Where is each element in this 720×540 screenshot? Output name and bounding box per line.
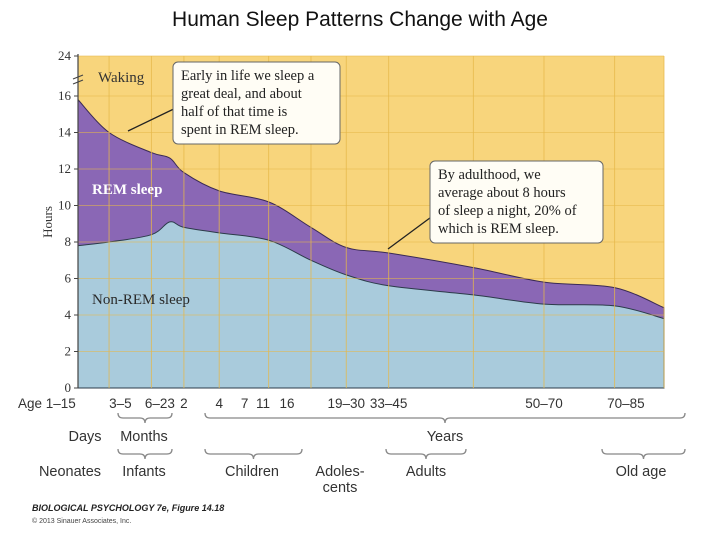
callout-line: of sleep a night, 20% of [438,203,577,219]
x-tick-label: 7 [241,396,249,411]
y-tick-label: 12 [58,161,71,176]
x-group-label: Infants [122,464,166,480]
x-tick-label: 70–85 [607,396,645,411]
x-tick-label: 33–45 [370,396,408,411]
x-unit-label: Days [68,429,101,445]
x-tick-label: 19–30 [328,396,366,411]
y-tick-label: 4 [65,307,72,322]
callout-line: great deal, and about [181,86,302,102]
x-group-label: Old age [616,464,667,480]
x-group-label: Neonates [39,464,101,480]
x-group-label: cents [323,480,358,496]
callout-line: spent in REM sleep. [181,122,299,138]
callout-box [429,160,604,244]
y-tick-label: 16 [58,88,72,103]
y-tick-label: 14 [58,125,72,140]
y-tick-label: 8 [65,234,72,249]
credit-line-1: BIOLOGICAL PSYCHOLOGY 7e, Figure 14.18 [32,503,224,513]
x-tick-label: 4 [215,396,223,411]
x-group-label: Children [225,464,279,480]
callout-line: Early in life we sleep a [181,68,315,84]
x-unit-label: Years [427,429,464,445]
y-tick-label: 10 [58,198,71,213]
x-tick-label: 11 [256,396,270,411]
y-tick-label: 0 [65,380,72,395]
x-tick-label: 50–70 [525,396,563,411]
x-tick-label: 2 [180,396,188,411]
y-tick-label: 24 [58,48,72,63]
callout-line: half of that time is [181,104,288,120]
slide-title: Human Sleep Patterns Change with Age [172,8,548,31]
nonrem-label: Non-REM sleep [92,292,190,308]
x-group-label: Adults [406,464,446,480]
y-tick-label: 6 [65,271,72,286]
x-tick-label: 3–5 [109,396,132,411]
callout-line: average about 8 hours [438,185,566,201]
years-bracket [204,412,686,424]
callout-line: By adulthood, we [438,167,541,183]
months-bracket [117,412,173,424]
x-group-label: Adoles- [315,464,364,480]
waking-label: Waking [98,70,145,86]
y-axis-label: Hours [40,206,55,238]
oldage-bracket [601,448,686,460]
infants-bracket [117,448,173,460]
nonrem-area [77,221,665,389]
callout-line: which is REM sleep. [438,221,559,237]
axis-break-mark [72,79,84,85]
children-bracket [204,448,303,460]
rem-label: REM sleep [92,182,162,198]
x-tick-label: Age 1–15 [18,396,76,411]
axis-break-mark [72,74,84,80]
y-tick-label: 2 [65,344,72,359]
x-tick-label: 16 [279,396,294,411]
x-unit-label: Months [120,429,168,445]
x-tick-label: 6–23 [145,396,175,411]
callout-box [172,61,341,145]
text-layer: Waking REM sleep Non-REM sleep Early in lif… [32,61,604,525]
adults-bracket [385,448,467,460]
credit-line-2: © 2013 Sinauer Associates, Inc. [32,517,131,525]
